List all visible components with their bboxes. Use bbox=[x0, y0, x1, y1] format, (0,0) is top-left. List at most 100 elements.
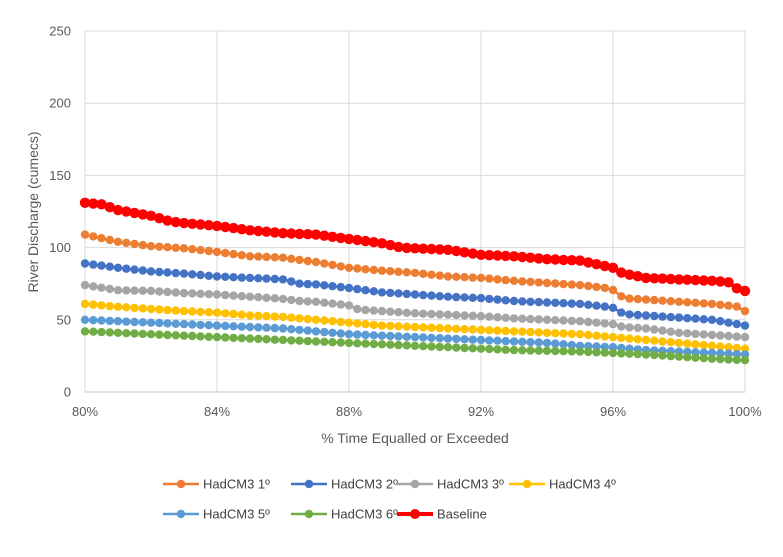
data-point bbox=[625, 294, 634, 303]
data-point bbox=[402, 332, 411, 341]
data-point bbox=[592, 282, 601, 292]
data-point bbox=[104, 202, 116, 213]
data-point bbox=[344, 338, 354, 348]
data-point bbox=[146, 304, 156, 314]
data-point bbox=[460, 311, 469, 320]
data-point bbox=[105, 328, 115, 337]
data-point bbox=[154, 213, 165, 224]
data-point bbox=[171, 306, 180, 315]
data-point bbox=[311, 257, 321, 267]
data-point bbox=[574, 255, 586, 266]
data-point bbox=[658, 351, 667, 360]
data-point bbox=[740, 306, 750, 316]
data-point bbox=[278, 253, 288, 262]
legend-item: HadCM3 4º bbox=[509, 477, 616, 492]
data-point bbox=[617, 322, 626, 331]
data-point bbox=[368, 237, 379, 248]
legend-item: HadCM3 1º bbox=[163, 477, 270, 492]
data-point bbox=[80, 259, 90, 268]
data-point bbox=[542, 328, 552, 337]
data-point bbox=[377, 321, 387, 330]
data-point bbox=[658, 296, 667, 305]
data-point bbox=[179, 319, 189, 329]
data-point bbox=[493, 313, 502, 322]
data-point bbox=[311, 315, 321, 324]
legend-item: Baseline bbox=[397, 507, 487, 522]
data-point bbox=[386, 307, 395, 316]
data-point bbox=[583, 257, 594, 268]
data-point bbox=[89, 316, 98, 325]
data-point bbox=[80, 299, 90, 309]
data-point bbox=[122, 238, 131, 248]
data-point bbox=[419, 309, 428, 318]
legend-marker bbox=[176, 509, 186, 519]
data-point bbox=[650, 325, 659, 334]
data-point bbox=[402, 268, 411, 277]
data-point bbox=[287, 277, 296, 286]
data-point bbox=[327, 231, 338, 242]
legend-label: HadCM3 1º bbox=[203, 477, 270, 492]
data-point bbox=[575, 341, 585, 350]
data-point bbox=[658, 326, 667, 335]
data-point bbox=[196, 332, 205, 341]
data-point bbox=[460, 335, 469, 344]
legend-label: HadCM3 4º bbox=[549, 477, 616, 492]
data-point bbox=[485, 336, 494, 345]
data-point bbox=[320, 298, 329, 307]
x-tick-label: 92% bbox=[468, 404, 494, 419]
data-point bbox=[690, 274, 701, 286]
data-point bbox=[518, 297, 527, 306]
data-point bbox=[410, 341, 420, 350]
data-point bbox=[278, 294, 288, 304]
x-tick-label: 80% bbox=[72, 404, 98, 419]
data-point bbox=[592, 331, 601, 340]
data-point bbox=[493, 345, 502, 354]
data-point bbox=[518, 314, 527, 323]
legend-marker bbox=[410, 509, 420, 519]
data-point bbox=[468, 273, 477, 282]
data-point bbox=[575, 330, 585, 339]
data-point bbox=[649, 273, 660, 284]
data-point bbox=[138, 318, 147, 327]
data-point bbox=[452, 272, 461, 281]
data-point bbox=[320, 281, 329, 290]
data-point bbox=[352, 234, 363, 246]
data-point bbox=[254, 311, 263, 320]
data-point bbox=[113, 302, 123, 311]
data-point bbox=[715, 276, 726, 287]
data-point bbox=[509, 296, 519, 306]
data-point bbox=[195, 219, 206, 230]
data-point bbox=[419, 342, 428, 351]
data-point bbox=[237, 292, 246, 301]
legend-marker bbox=[176, 479, 186, 489]
data-point bbox=[650, 295, 659, 305]
data-point bbox=[361, 319, 370, 329]
data-point bbox=[105, 262, 115, 271]
data-point bbox=[468, 311, 477, 320]
data-point bbox=[484, 250, 495, 261]
data-point bbox=[343, 233, 355, 245]
data-point bbox=[584, 330, 593, 340]
data-point bbox=[245, 252, 255, 261]
data-point bbox=[122, 264, 131, 273]
data-point bbox=[666, 312, 675, 322]
data-point bbox=[410, 290, 420, 299]
data-point bbox=[88, 198, 99, 209]
data-point bbox=[336, 300, 345, 309]
data-point bbox=[97, 327, 106, 337]
data-point bbox=[476, 293, 486, 303]
data-point bbox=[360, 235, 371, 247]
data-point bbox=[691, 298, 700, 307]
data-point bbox=[608, 303, 618, 312]
data-point bbox=[377, 306, 387, 316]
data-point bbox=[97, 316, 106, 325]
data-point bbox=[196, 307, 205, 317]
data-point bbox=[138, 286, 147, 295]
data-point bbox=[113, 263, 123, 272]
data-point bbox=[171, 331, 180, 340]
data-point bbox=[525, 252, 536, 263]
data-point bbox=[501, 326, 510, 336]
data-point bbox=[203, 220, 214, 231]
data-point bbox=[716, 317, 725, 326]
